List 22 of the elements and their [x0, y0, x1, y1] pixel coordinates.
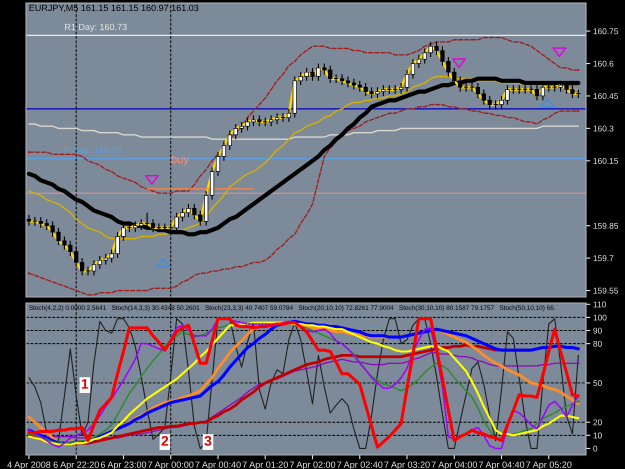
y-tick-label: 20 — [593, 419, 602, 426]
ref-line-label: R1 Day: 160.73 — [65, 24, 127, 32]
y-tick-label: 50 — [593, 380, 602, 386]
y-tick-label: 80 — [593, 340, 602, 347]
y-tick-label: 159.55 — [594, 288, 618, 294]
chart-title: EURJPY,M5 161.15 161.15 160.97 161.03 — [30, 4, 198, 12]
ref-line-label: P Day: 160.16 — [65, 147, 122, 156]
y-tick-label: 110 — [594, 302, 606, 308]
y-tick-label: 160.6 — [594, 60, 614, 67]
y-tick-label: 10 — [594, 432, 602, 438]
y-tick-label: 160.15 — [594, 158, 618, 164]
y-tick-label: 160.3 — [594, 126, 614, 132]
y-tick-label: 0 — [593, 446, 598, 452]
y-tick-label: 160.45 — [594, 93, 618, 100]
y-tick-label: 159.7 — [594, 255, 614, 262]
annotation: buy — [172, 155, 189, 166]
annotation: 2 — [162, 436, 168, 446]
y-tick-label: 160.75 — [594, 28, 618, 34]
y-tick-label: 100 — [594, 314, 607, 321]
y-tick-label: 90 — [593, 328, 602, 334]
annotation: 1 — [82, 379, 88, 389]
y-tick-label: 159.85 — [594, 222, 618, 229]
